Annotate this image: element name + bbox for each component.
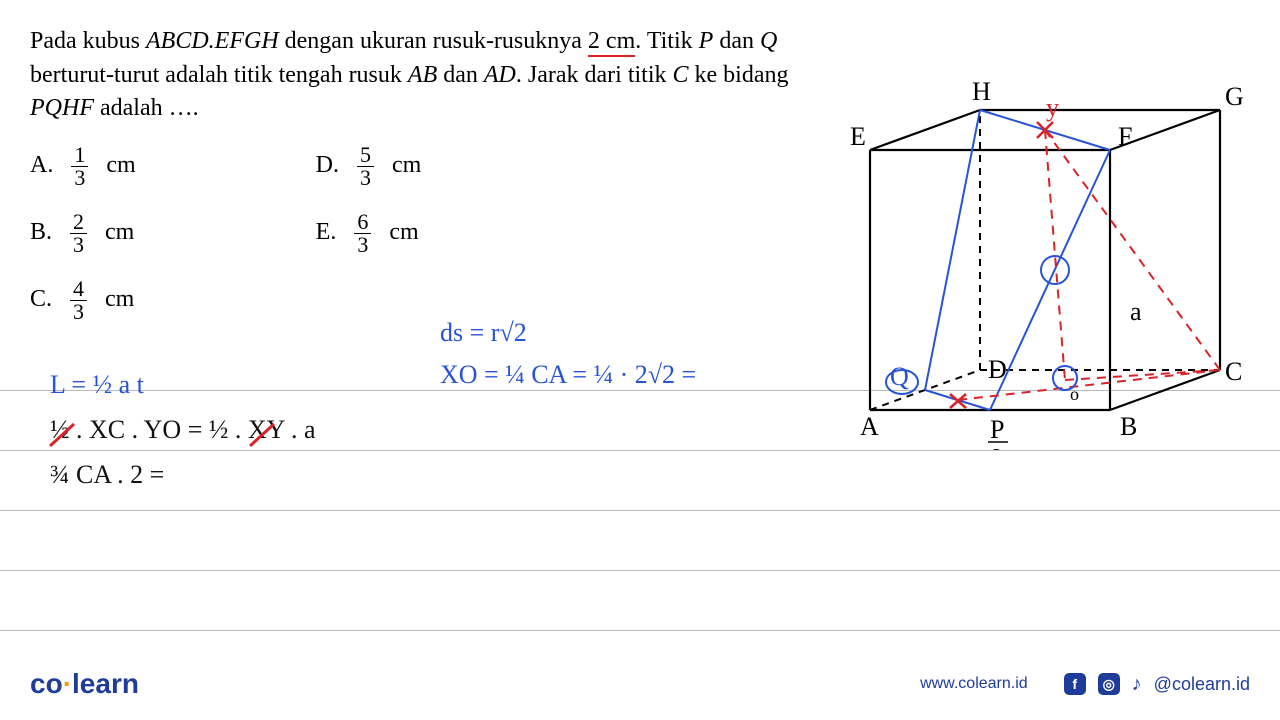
edge-ab: AB — [408, 62, 437, 88]
option-b: B. 23 cm — [30, 211, 136, 256]
point-p: P — [699, 28, 714, 54]
svg-text:A: A — [860, 412, 879, 441]
frac-num: 6 — [354, 211, 371, 234]
options: A. 13 cm B. 23 cm C. 43 cm D. 53 cm E. — [30, 144, 830, 323]
question-block: Pada kubus ABCD.EFGH dengan ukuran rusuk… — [30, 25, 830, 323]
svg-text:D: D — [988, 355, 1007, 384]
strike-icon — [48, 420, 78, 450]
point-c: C — [673, 62, 689, 88]
frac-num: 4 — [70, 278, 87, 301]
option-d: D. 53 cm — [316, 144, 422, 189]
svg-text:Q: Q — [890, 362, 909, 391]
frac-num: 5 — [357, 144, 374, 167]
unit: cm — [389, 216, 418, 250]
social-handle: @colearn.id — [1154, 674, 1250, 695]
frac-den: 3 — [357, 167, 374, 189]
text: Pada kubus — [30, 28, 146, 54]
option-c: C. 43 cm — [30, 278, 136, 323]
svg-text:H: H — [972, 77, 991, 106]
frac-den: 3 — [354, 234, 371, 256]
option-label: E. — [316, 216, 337, 250]
point-q: Q — [760, 28, 777, 54]
svg-text:G: G — [1225, 82, 1244, 111]
option-label: D. — [316, 149, 339, 183]
unit: cm — [392, 149, 421, 183]
strike-icon — [248, 420, 278, 450]
option-label: B. — [30, 216, 52, 250]
unit: cm — [105, 283, 134, 317]
svg-text:B: B — [1120, 412, 1137, 441]
svg-text:E: E — [850, 122, 866, 151]
option-e: E. 63 cm — [316, 211, 422, 256]
instagram-icon[interactable]: ◎ — [1098, 673, 1120, 695]
unit: cm — [106, 149, 135, 183]
frac-den: 3 — [70, 234, 87, 256]
logo-dot-icon: · — [63, 668, 72, 699]
svg-text:o: o — [1070, 384, 1079, 404]
facebook-icon[interactable]: f — [1064, 673, 1086, 695]
svg-text:C: C — [1225, 357, 1242, 386]
frac-den: 3 — [71, 167, 88, 189]
frac-den: 3 — [70, 301, 87, 323]
svg-text:P: P — [990, 415, 1004, 444]
handwriting-xo: XO = ¼ CA = ¼ · 2√2 = — [440, 360, 696, 390]
question-text: Pada kubus ABCD.EFGH dengan ukuran rusuk… — [30, 25, 830, 126]
svg-text:y: y — [1046, 93, 1059, 122]
text: . Jarak dari titik — [516, 62, 673, 88]
cube-figure: A B C D E F G H P Q a y 2 o — [830, 70, 1250, 450]
frac-num: 1 — [71, 144, 88, 167]
tiktok-icon[interactable]: ♪ — [1132, 673, 1142, 696]
cube-name: ABCD.EFGH — [146, 28, 279, 54]
logo-co: co — [30, 668, 63, 699]
text: adalah …. — [94, 95, 199, 121]
svg-text:2: 2 — [992, 445, 1002, 450]
text: dan — [437, 62, 484, 88]
handwriting-ca: ¾ CA . 2 = — [50, 460, 164, 490]
frac-num: 2 — [70, 211, 87, 234]
social-links: www.colearn.id f ◎ ♪ @colearn.id — [920, 673, 1250, 696]
edge-ad: AD — [484, 62, 516, 88]
option-label: C. — [30, 283, 52, 317]
logo-learn: learn — [72, 668, 139, 699]
unit: cm — [105, 216, 134, 250]
text: dengan ukuran rusuk-rusuknya — [279, 28, 588, 54]
logo: co·learn — [30, 668, 139, 700]
plane-pqhf: PQHF — [30, 95, 94, 121]
edge-length: 2 cm — [588, 28, 635, 57]
text: ke bidang — [689, 62, 789, 88]
text: berturut-turut adalah titik tengah rusuk — [30, 62, 408, 88]
text: dan — [713, 28, 760, 54]
svg-text:F: F — [1118, 122, 1132, 151]
svg-text:a: a — [1130, 297, 1142, 326]
option-label: A. — [30, 149, 53, 183]
handwriting-l: L = ½ a t — [50, 370, 144, 400]
text: . Titik — [635, 28, 698, 54]
website-url[interactable]: www.colearn.id — [920, 675, 1028, 693]
handwriting-ds: ds = r√2 — [440, 318, 527, 348]
option-a: A. 13 cm — [30, 144, 136, 189]
footer: co·learn www.colearn.id f ◎ ♪ @colearn.i… — [30, 668, 1250, 700]
